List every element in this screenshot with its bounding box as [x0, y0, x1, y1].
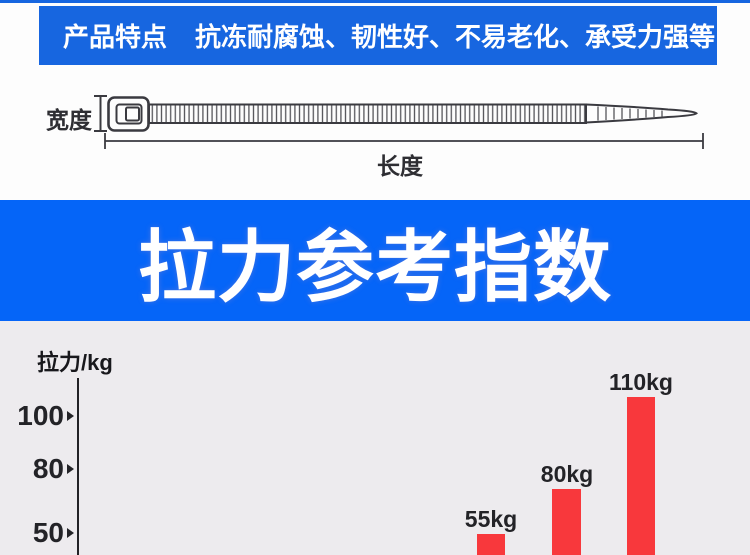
y-tick-100: 100	[0, 401, 74, 431]
y-tick-80-value: 80	[32, 453, 64, 484]
tick-arrow-icon	[67, 411, 74, 421]
bar-110kg	[627, 397, 655, 555]
bar-value-label: 110kg	[609, 369, 673, 395]
cable-tie-head-icon	[107, 96, 150, 132]
y-axis-label: 拉力/kg	[37, 350, 113, 375]
tick-arrow-icon	[67, 528, 74, 538]
feature-banner-label: 产品特点	[63, 22, 168, 52]
tension-bar-chart: 拉力/kg 100 80 50 55kg 80kg 110kg	[0, 321, 750, 555]
y-tick-100-value: 100	[17, 400, 64, 431]
y-tick-50-value: 50	[32, 517, 64, 548]
feature-banner-text: 抗冻耐腐蚀、韧性好、不易老化、承受力强等	[195, 22, 716, 52]
tick-arrow-icon	[67, 464, 74, 474]
previous-section-edge	[0, 0, 750, 3]
cable-tie-tail	[585, 103, 698, 124]
y-tick-50: 50	[0, 518, 74, 548]
width-dimension-label: 宽度	[46, 107, 92, 133]
bar-value-label: 80kg	[540, 461, 594, 487]
length-dimension-label: 长度	[377, 153, 423, 179]
feature-banner: 产品特点 抗冻耐腐蚀、韧性好、不易老化、承受力强等	[39, 6, 717, 65]
bar-55kg	[477, 534, 505, 555]
y-axis-line	[77, 378, 79, 555]
bar-value-label: 55kg	[464, 506, 518, 532]
section-banner: 拉力参考指数	[0, 200, 750, 321]
cable-tie-diagram	[94, 95, 704, 149]
length-measure-line	[104, 133, 704, 149]
section-title: 拉力参考指数	[137, 222, 612, 311]
bar-80kg	[552, 489, 581, 555]
width-measure-line	[94, 95, 107, 132]
y-tick-80: 80	[0, 454, 74, 484]
cable-tie-strap	[148, 103, 587, 124]
